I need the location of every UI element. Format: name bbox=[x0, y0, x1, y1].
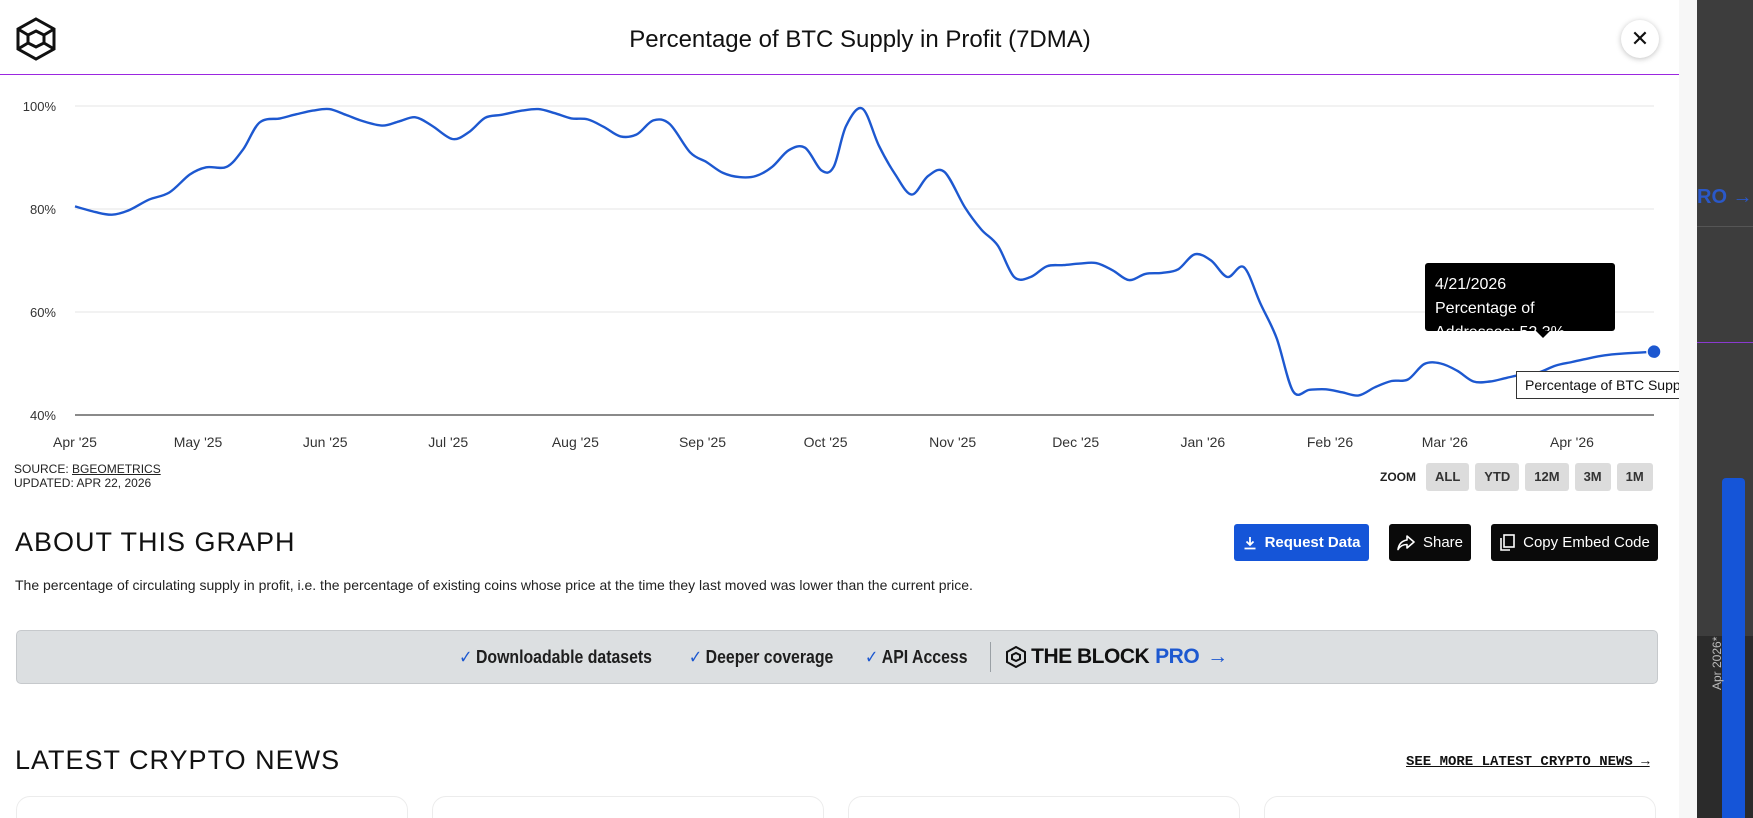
zoom-label: ZOOM bbox=[1380, 470, 1416, 484]
x-tick-label: Sep '25 bbox=[679, 434, 726, 450]
the-block-pro-link[interactable]: THE BLOCK PRO → bbox=[1005, 645, 1228, 669]
x-tick-label: Oct '25 bbox=[804, 434, 848, 450]
news-card[interactable] bbox=[1264, 796, 1656, 818]
line-chart[interactable]: 100% 80% 60% 40% Apr '25 May '25 Jun '25 Jul '… bbox=[0, 75, 1679, 455]
source-info: SOURCE: BGEOMETRICS UPDATED: APR 22, 202… bbox=[14, 462, 161, 490]
series-points bbox=[75, 108, 1654, 395]
news-card[interactable] bbox=[848, 796, 1240, 818]
zoom-1m-button[interactable]: 1M bbox=[1616, 463, 1653, 491]
close-button[interactable]: ✕ bbox=[1621, 20, 1659, 58]
x-axis: Apr '25 May '25 Jun '25 Jul '25 Aug '25 Sep '… bbox=[53, 434, 1594, 450]
backdrop-pro-text: RO → bbox=[1697, 186, 1753, 208]
series-line bbox=[74, 106, 1655, 397]
hover-point bbox=[1646, 343, 1662, 360]
zoom-ytd-button[interactable]: YTD bbox=[1475, 463, 1520, 491]
chart-tooltip: 4/21/2026 Percentage of Addresses: 52.3% bbox=[1425, 263, 1615, 341]
check-icon: ✓ bbox=[459, 646, 473, 667]
news-card[interactable] bbox=[432, 796, 824, 818]
pro-banner[interactable]: ✓ Downloadable datasets ✓ Deeper coverage … bbox=[16, 630, 1658, 684]
the-block-logo-icon bbox=[16, 17, 56, 61]
request-data-button[interactable]: Request Data bbox=[1234, 524, 1369, 561]
copy-icon bbox=[1500, 534, 1515, 551]
zoom-12m-button[interactable]: 12M bbox=[1525, 463, 1569, 491]
x-tick-label: Apr '25 bbox=[53, 434, 97, 450]
tooltip-value: Percentage of Addresses: 52.3% bbox=[1435, 300, 1565, 341]
about-description: The percentage of circulating supply in … bbox=[15, 577, 973, 593]
y-tick-label: 80% bbox=[30, 202, 56, 217]
x-tick-label: Apr '26 bbox=[1550, 434, 1594, 450]
y-tick-label: 40% bbox=[30, 408, 56, 423]
check-icon: ✓ bbox=[864, 646, 878, 667]
x-tick-label: Feb '26 bbox=[1307, 434, 1353, 450]
feature-downloadable-datasets: ✓ Downloadable datasets bbox=[459, 646, 653, 667]
feature-api-access: ✓ API Access bbox=[864, 646, 968, 667]
request-data-label: Request Data bbox=[1264, 534, 1361, 551]
backdrop-divider bbox=[1697, 342, 1753, 343]
x-tick-label: May '25 bbox=[174, 434, 223, 450]
zoom-3m-button[interactable]: 3M bbox=[1574, 463, 1611, 491]
chart-grid bbox=[75, 105, 1654, 416]
copy-embed-label: Copy Embed Code bbox=[1523, 534, 1650, 551]
x-tick-label: Jul '25 bbox=[428, 434, 468, 450]
source-prefix: SOURCE: bbox=[14, 462, 73, 476]
x-tick-label: Jun '25 bbox=[303, 434, 348, 450]
zoom-all-button[interactable]: ALL bbox=[1426, 463, 1470, 491]
chart-title: Percentage of BTC Supply in Profit (7DMA… bbox=[629, 26, 1091, 53]
brand-name: THE BLOCK bbox=[1031, 645, 1150, 668]
banner-divider bbox=[990, 642, 992, 672]
share-button[interactable]: Share bbox=[1389, 524, 1471, 561]
about-title: ABOUT THIS GRAPH bbox=[15, 527, 296, 557]
x-tick-label: Mar '26 bbox=[1422, 434, 1468, 450]
news-card[interactable] bbox=[16, 796, 408, 818]
copy-embed-code-button[interactable]: Copy Embed Code bbox=[1491, 524, 1658, 561]
check-icon: ✓ bbox=[689, 646, 703, 667]
y-tick-label: 60% bbox=[30, 305, 56, 320]
y-axis: 100% 80% 60% 40% bbox=[23, 99, 57, 423]
x-tick-label: Dec '25 bbox=[1052, 434, 1099, 450]
see-more-news-link[interactable]: SEE MORE LATEST CRYPTO NEWS → bbox=[1406, 754, 1650, 770]
x-tick-label: Jan '26 bbox=[1180, 434, 1225, 450]
tooltip-date: 4/21/2026 bbox=[1435, 276, 1507, 293]
feature-deeper-coverage: ✓ Deeper coverage bbox=[689, 646, 834, 667]
the-block-logo-icon bbox=[1006, 646, 1027, 668]
share-label: Share bbox=[1422, 534, 1464, 551]
x-tick-label: Aug '25 bbox=[552, 434, 599, 450]
y-tick-label: 100% bbox=[23, 99, 57, 114]
x-tick-label: Nov '25 bbox=[929, 434, 976, 450]
backdrop-divider bbox=[1697, 226, 1753, 227]
close-icon: ✕ bbox=[1630, 26, 1650, 51]
source-link[interactable]: BGEOMETRICS bbox=[72, 462, 161, 476]
backdrop-date-label: Apr 2026* bbox=[1710, 636, 1724, 690]
brand-pro: PRO bbox=[1155, 645, 1200, 668]
modal-header: Percentage of BTC Supply in Profit (7DMA… bbox=[0, 0, 1679, 75]
download-icon bbox=[1244, 536, 1256, 549]
series-legend-tooltip: Percentage of BTC Supply in Profit bbox=[1516, 371, 1679, 399]
backdrop-bar bbox=[1722, 478, 1745, 818]
latest-news-title: LATEST CRYPTO NEWS bbox=[15, 745, 341, 775]
share-icon bbox=[1397, 534, 1415, 550]
updated-date: UPDATED: APR 22, 2026 bbox=[14, 476, 152, 490]
zoom-controls: ZOOM ALL YTD 12M 3M 1M bbox=[1380, 463, 1659, 491]
arrow-right-icon: → bbox=[1207, 645, 1228, 668]
chart-modal: Percentage of BTC Supply in Profit (7DMA… bbox=[0, 0, 1679, 818]
